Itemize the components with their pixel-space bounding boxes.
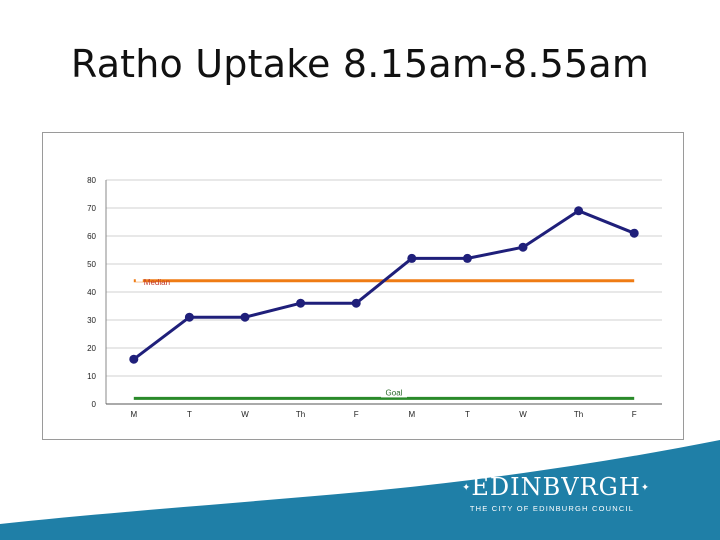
y-tick-label-80: 80 [87, 176, 96, 185]
data-point-4 [351, 298, 361, 308]
logo-ornament-left: ✦ [462, 482, 472, 494]
data-point-0 [129, 354, 139, 364]
data-point-3 [296, 298, 306, 308]
y-tick-label-50: 50 [87, 260, 96, 269]
x-tick-label-7: W [519, 410, 527, 419]
median-label: Median [144, 278, 170, 287]
y-tick-label-10: 10 [87, 372, 96, 381]
data-point-2 [240, 312, 250, 322]
y-tick-label-30: 30 [87, 316, 96, 325]
x-tick-label-4: F [354, 410, 359, 419]
y-tick-label-40: 40 [87, 288, 96, 297]
y-tick-label-20: 20 [87, 344, 96, 353]
y-tick-label-0: 0 [92, 400, 97, 409]
line-chart: 0 10 20 30 40 50 60 70 80 M T W Th F M T W Th F Median Goal [87, 176, 662, 419]
data-point-9 [629, 228, 639, 238]
logo-text: EDINBVRGH [471, 473, 641, 501]
edinburgh-logo: ✦EDINBVRGH✦ THE CITY OF EDINBURGH COUNCI… [462, 473, 649, 513]
logo-ornament-right: ✦ [640, 482, 651, 494]
x-tick-label-6: T [465, 410, 470, 419]
chart-frame [42, 132, 684, 440]
x-tick-label-3: Th [296, 410, 305, 419]
y-tick-label-60: 60 [87, 232, 96, 241]
data-point-8 [574, 206, 584, 216]
series-line-0 [132, 209, 635, 361]
x-tick-label-0: M [130, 410, 137, 419]
data-point-5 [407, 253, 417, 263]
logo-subtext: THE CITY OF EDINBURGH COUNCIL [469, 503, 635, 513]
x-tick-label-8: Th [574, 410, 583, 419]
data-point-7 [518, 242, 528, 252]
data-point-1 [184, 312, 194, 322]
x-tick-label-9: F [632, 410, 637, 419]
x-tick-label-2: W [241, 410, 249, 419]
logo-wordmark: ✦EDINBVRGH✦ [462, 473, 649, 502]
x-tick-label-5: M [408, 410, 415, 419]
median-label-bg [135, 277, 143, 282]
slide-title: Ratho Uptake 8.15am-8.55am [70, 42, 650, 86]
goal-label: Goal [386, 388, 403, 397]
y-tick-label-70: 70 [87, 204, 96, 213]
data-point-6 [462, 253, 472, 263]
goal-label-bg [381, 388, 407, 398]
x-tick-label-1: T [187, 410, 192, 419]
